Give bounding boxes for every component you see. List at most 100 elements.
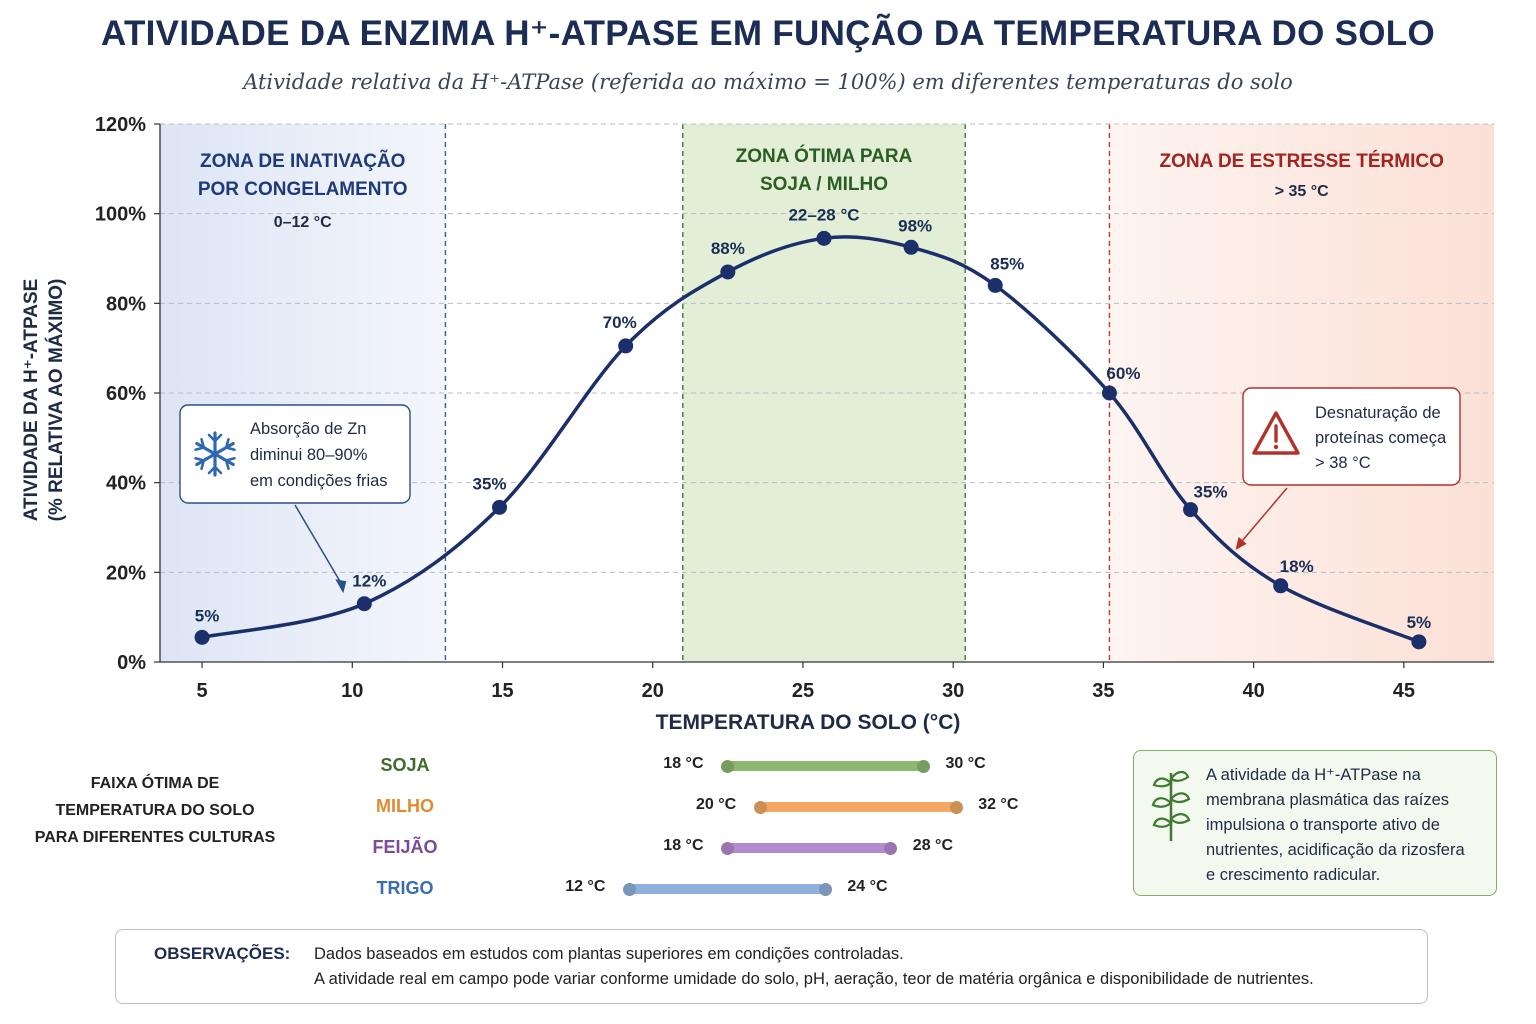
y-tick-label: 100%	[95, 204, 146, 226]
crop-range-bar	[760, 802, 957, 812]
x-tick-label: 35	[1092, 680, 1114, 702]
heat-note-line: proteínas começa	[1315, 429, 1447, 447]
zone-title: ZONA DE INATIVAÇÃO	[200, 150, 405, 172]
notes-label: OBSERVAÇÕES:	[154, 944, 291, 963]
plant-icon	[1151, 770, 1191, 841]
activity-curve	[201, 235, 1420, 644]
y-tick-label: 40%	[106, 473, 146, 495]
crop-min-label: 18 °C	[663, 837, 704, 854]
crop-min-label: 18 °C	[663, 755, 704, 772]
data-label: 98%	[898, 216, 932, 235]
crop-range-endpoint	[949, 800, 963, 814]
info-line: impulsiona o transporte ativo de	[1206, 816, 1440, 834]
crop-max-label: 30 °C	[945, 755, 986, 772]
y-tick-label: 0%	[117, 652, 146, 674]
crop-range-endpoint	[720, 759, 734, 773]
zone-title: ZONA ÓTIMA PARA	[736, 145, 913, 167]
zone-title: POR CONGELAMENTO	[198, 179, 408, 200]
x-tick-label: 30	[942, 680, 964, 702]
crop-legend-title-line: PARA DIFERENTES CULTURAS	[34, 829, 276, 846]
info-box: A atividade da H⁺-ATPase na membrana pla…	[1133, 750, 1497, 896]
data-point	[903, 239, 919, 255]
heat-note-line: > 38 °C	[1315, 454, 1371, 472]
page-title: ATIVIDADE DA ENZIMA H⁺-ATPASE EM FUNÇÃO …	[101, 14, 1435, 53]
data-point	[492, 499, 508, 515]
crop-range-bar	[727, 761, 924, 771]
crop-range-endpoint	[622, 882, 636, 896]
info-line: nutrientes, acidificação da rizosfera	[1206, 841, 1465, 859]
heat-note-arrow	[1239, 487, 1288, 545]
data-point	[987, 277, 1003, 293]
crop-range-bar	[629, 884, 826, 894]
x-tick-label: 15	[491, 680, 513, 702]
crop-name: SOJA	[380, 755, 430, 775]
info-line: membrana plasmática das raízes	[1206, 791, 1450, 809]
crop-range-endpoint	[917, 759, 930, 773]
data-label: 88%	[711, 239, 745, 258]
notes-box: OBSERVAÇÕES: Dados baseados em estudos c…	[115, 929, 1428, 1004]
cold-note-box	[179, 404, 411, 504]
y-tick-label: 120%	[95, 114, 146, 136]
x-tick-label: 25	[792, 680, 814, 702]
crop-range-endpoint	[818, 882, 832, 896]
data-point	[1273, 578, 1289, 594]
zone-title: ZONA DE ESTRESSE TÉRMICO	[1160, 150, 1444, 172]
x-tick-label: 45	[1393, 680, 1415, 702]
y-tick-label: 20%	[106, 562, 146, 584]
crop-min-label: 20 °C	[696, 796, 737, 813]
data-label: 85%	[990, 254, 1024, 273]
cold-note-arrowhead	[335, 579, 347, 594]
cold-note-line: em condições frias	[250, 472, 388, 490]
data-label: 5%	[195, 606, 220, 625]
zone-range-label: 0–12 °C	[274, 214, 332, 231]
crop-name: TRIGO	[376, 878, 434, 898]
snowflake-icon	[194, 431, 236, 477]
crop-max-label: 24 °C	[847, 878, 888, 895]
x-axis-label: TEMPERATURA DO SOLO (°C)	[656, 711, 961, 734]
heat-note-arrowhead	[1235, 536, 1247, 550]
data-point	[720, 264, 736, 280]
data-label: 12%	[352, 572, 386, 591]
cold-note-line: Absorção de Zn	[250, 420, 366, 438]
heat-note-box	[1242, 387, 1461, 486]
crop-range-endpoint	[753, 800, 767, 814]
data-point	[1183, 502, 1199, 518]
notes-line-2: A atividade real em campo pode variar co…	[314, 970, 1314, 988]
crop-name: FEIJÃO	[372, 837, 438, 857]
crop-max-label: 32 °C	[978, 796, 1019, 813]
data-label: 5%	[1407, 613, 1432, 632]
crop-range-endpoint	[884, 841, 898, 855]
crop-max-label: 28 °C	[912, 837, 953, 854]
data-label: 70%	[603, 313, 637, 332]
zone-title: SOJA / MILHO	[760, 174, 888, 195]
crop-range-endpoint	[720, 841, 734, 855]
crop-range-bar	[727, 843, 891, 853]
crop-legend-title: FAIXA ÓTIMA DE TEMPERATURA DO SOLO PARA …	[20, 770, 290, 851]
data-point	[1411, 634, 1427, 650]
x-tick-label: 5	[197, 680, 208, 702]
y-tick-label: 80%	[106, 293, 146, 315]
x-tick-label: 40	[1243, 680, 1265, 702]
data-label: 60%	[1106, 364, 1140, 383]
warning-icon	[1252, 411, 1300, 455]
data-label: 35%	[472, 474, 506, 493]
data-label: 22–28 °C	[788, 205, 859, 224]
zone-range-label: > 35 °C	[1275, 183, 1329, 200]
zone-band	[160, 124, 446, 662]
x-tick-label: 20	[642, 680, 664, 702]
data-point	[1101, 385, 1117, 401]
info-line: e crescimento radicular.	[1206, 866, 1381, 884]
crop-min-label: 12 °C	[565, 878, 606, 895]
data-point	[816, 230, 832, 246]
cold-note-line: diminui 80–90%	[250, 446, 368, 464]
x-tick-label: 10	[341, 680, 363, 702]
page-subtitle: Atividade relativa da H⁺-ATPase (referid…	[243, 70, 1293, 94]
data-point	[356, 596, 372, 612]
data-label: 35%	[1194, 483, 1228, 502]
data-label: 18%	[1280, 557, 1314, 576]
crop-name: MILHO	[376, 796, 434, 816]
heat-note-line: Desnaturação de	[1315, 404, 1441, 422]
crop-legend-title-line: TEMPERATURA DO SOLO	[55, 802, 255, 819]
info-line: A atividade da H⁺-ATPase na	[1206, 766, 1421, 784]
cold-note-arrow	[294, 504, 343, 586]
